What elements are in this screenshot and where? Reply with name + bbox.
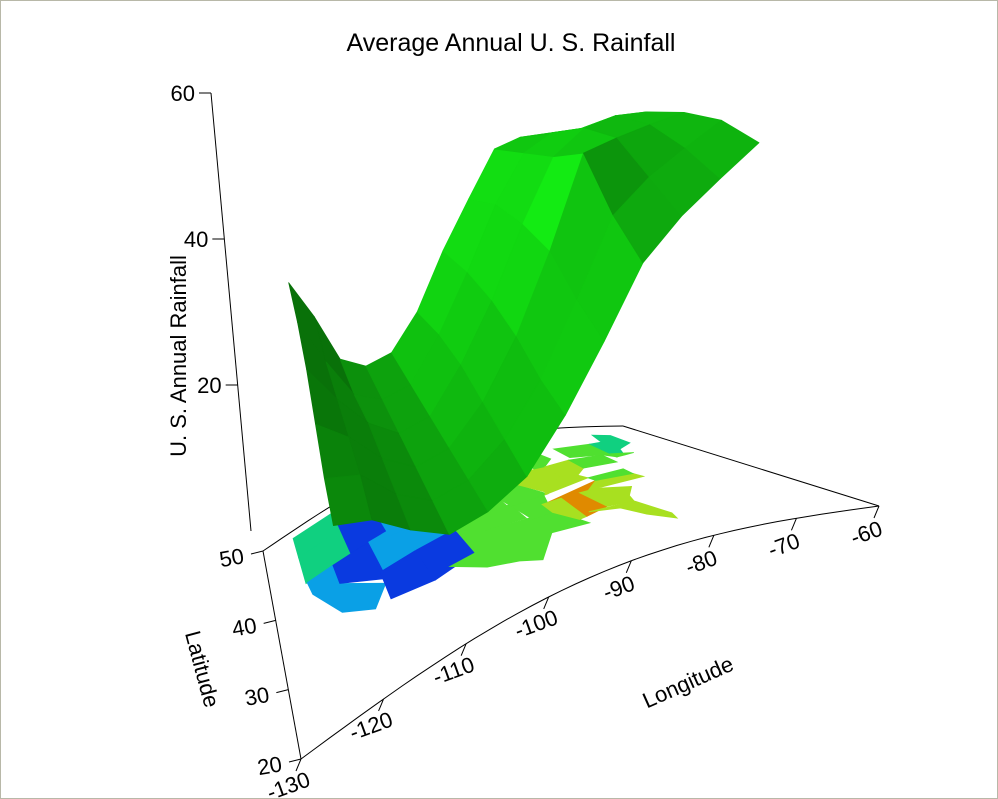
y-tick-mark [276, 689, 289, 694]
x-tick-mark [460, 643, 467, 656]
z-axis-line [210, 92, 252, 532]
x-tick-label: -70 [765, 528, 803, 562]
x-axis-line [300, 505, 880, 760]
map-state [586, 468, 635, 481]
x-tick-label: -80 [682, 545, 720, 579]
x-axis-label: Longitude [639, 651, 737, 713]
x-tick-label: -100 [511, 605, 561, 644]
x-tick-mark [295, 758, 302, 772]
z-tick-label: 60 [171, 81, 195, 106]
y-tick-mark [263, 619, 276, 624]
z-tick-label: 40 [184, 227, 208, 252]
x-tick-label: -110 [429, 652, 477, 690]
x-tick-mark [543, 596, 550, 610]
y-axis-line [262, 550, 302, 760]
map-state [567, 454, 619, 469]
x-tick-mark [625, 560, 632, 573]
y-tick-label: 40 [230, 613, 258, 642]
z-tick-label: 20 [197, 373, 221, 398]
chart-title: Average Annual U. S. Rainfall [346, 29, 676, 57]
map-state [541, 497, 588, 520]
right-floor-edge [622, 425, 880, 507]
x-tick-mark [873, 505, 880, 519]
x-tick-label: -60 [847, 516, 885, 550]
y-axis-label: Latitude [180, 628, 224, 710]
y-tick-label: 50 [217, 543, 245, 572]
y-tick-mark [250, 550, 264, 555]
map-state [609, 452, 634, 458]
z-axis-label: U. S. Annual Rainfall [166, 255, 191, 457]
map-state [596, 485, 633, 496]
x-tick-mark [790, 518, 797, 531]
x-tick-mark [708, 535, 715, 548]
x-tick-label: -120 [346, 707, 396, 746]
surface-patch [685, 119, 760, 179]
x-tick-label: -90 [600, 571, 638, 605]
y-tick-label: 20 [255, 751, 283, 780]
y-tick-mark [288, 758, 302, 763]
y-tick-label: 30 [243, 682, 271, 711]
map-state [532, 511, 592, 534]
map-state [588, 500, 679, 519]
map-state [543, 459, 585, 478]
x-tick-mark [378, 698, 385, 712]
map-state [552, 443, 618, 459]
